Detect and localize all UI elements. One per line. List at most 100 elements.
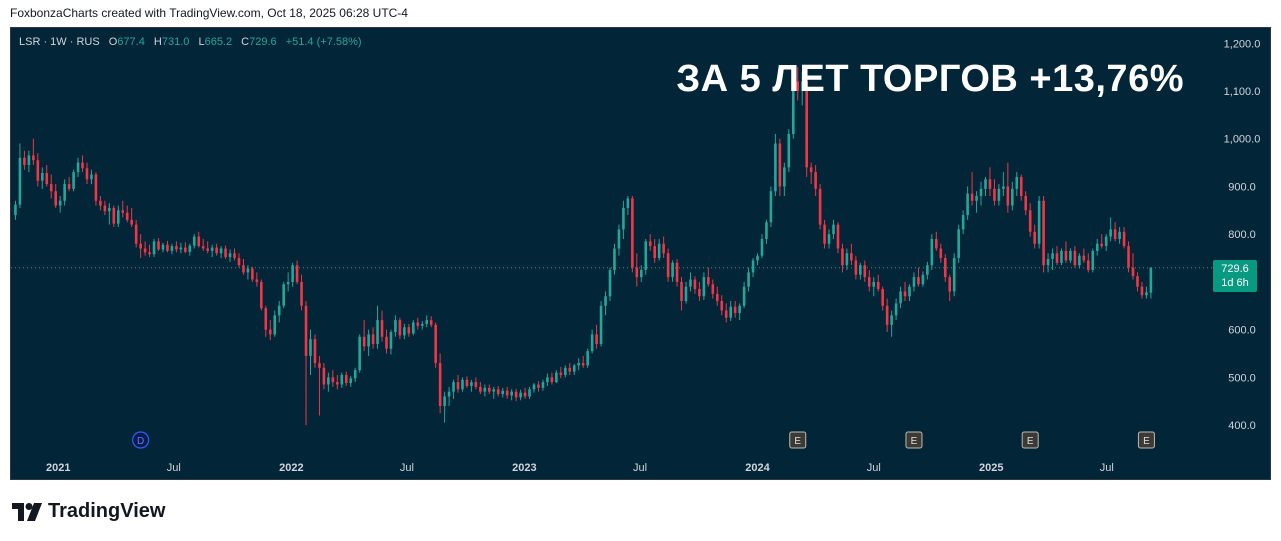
candle <box>81 155 84 173</box>
price-axis[interactable]: 1,200.01,100.01,000.0900.0800.0700.0600.… <box>1224 38 1261 432</box>
candle <box>783 162 786 196</box>
candle-body <box>917 277 920 285</box>
candle-body <box>1015 176 1019 189</box>
candle <box>675 259 679 287</box>
candlestick-chart[interactable]: 1,200.01,100.01,000.0900.0800.0700.0600.… <box>11 28 1270 479</box>
candle-body <box>206 248 209 251</box>
candle-body <box>899 291 902 304</box>
open-label: O <box>108 36 118 48</box>
candle <box>1095 238 1099 256</box>
candle <box>836 222 840 254</box>
candle-body <box>528 389 531 397</box>
candle-body <box>546 377 549 383</box>
candle <box>1131 253 1135 280</box>
candle-body <box>376 320 379 344</box>
candle-body <box>49 184 53 192</box>
candle-body <box>403 327 406 336</box>
candle-body <box>993 188 996 201</box>
candle-body <box>1046 259 1050 266</box>
candle <box>313 334 317 368</box>
candles-layer <box>14 67 1153 426</box>
candle-body <box>563 367 567 375</box>
candle <box>854 255 858 280</box>
candle <box>769 186 773 228</box>
candle-body <box>988 179 992 189</box>
candle <box>380 310 384 342</box>
candle-body <box>961 215 965 230</box>
dividend-marker-circle <box>132 431 150 449</box>
candle <box>1118 227 1121 244</box>
candle <box>885 298 889 333</box>
price-tick-label: 900.0 <box>1228 181 1256 193</box>
candle-body <box>121 210 125 213</box>
candle <box>58 196 62 213</box>
candle <box>318 355 321 416</box>
candle-body <box>237 258 241 266</box>
candle-body <box>836 224 840 249</box>
candle-body <box>724 310 728 318</box>
candle <box>394 315 397 337</box>
candle <box>1033 224 1036 249</box>
time-tick-label: Jul <box>867 462 881 474</box>
candle-body <box>192 236 196 246</box>
symbol-label: LSR · 1W · RUS <box>19 36 100 48</box>
candle <box>666 248 670 282</box>
candle-body <box>1033 231 1036 244</box>
candle <box>1037 196 1041 249</box>
candle <box>291 262 294 287</box>
candle <box>1122 227 1126 249</box>
time-axis[interactable]: 2021 Jul 2022 Jul 2023 Jul 2024 Jul 2025 Jul <box>46 462 1114 474</box>
candle-body <box>1055 253 1059 263</box>
candle <box>599 301 603 347</box>
candle-body <box>930 238 934 266</box>
candle <box>957 224 960 263</box>
candle-body <box>58 200 62 206</box>
candle <box>304 301 308 426</box>
candle <box>997 184 1001 206</box>
candle-body <box>903 291 907 297</box>
candle <box>416 317 420 330</box>
candle-body <box>201 246 205 249</box>
candle-body <box>496 389 500 395</box>
candle-body <box>872 281 876 287</box>
candle <box>425 315 429 328</box>
candle-body <box>492 389 496 392</box>
candle <box>935 231 938 251</box>
candle-body <box>1064 250 1068 261</box>
candle-body <box>1109 229 1112 237</box>
candle-body <box>380 320 384 337</box>
earnings-marker-icon: E <box>789 431 807 449</box>
candle <box>778 138 782 196</box>
candle-body <box>215 247 218 254</box>
candle <box>1006 162 1010 213</box>
candle <box>774 133 777 196</box>
earnings-marker-icon: E <box>1137 431 1155 449</box>
chart-panel[interactable]: 1,200.01,100.01,000.0900.0800.0700.0600.… <box>10 27 1271 480</box>
candle-body <box>532 384 536 390</box>
chart-headline-annotation: ЗА 5 ЛЕТ ТОРГОВ +13,76% <box>676 58 1184 100</box>
candle <box>541 379 545 391</box>
candle <box>452 379 455 399</box>
candle-body <box>161 244 165 250</box>
candle-body <box>577 363 581 366</box>
candle <box>371 327 375 349</box>
candle-body <box>210 247 214 251</box>
candle-body <box>501 390 505 395</box>
candle <box>966 186 969 220</box>
price-tick-label: 1,000.0 <box>1224 134 1261 146</box>
candle <box>130 207 133 228</box>
candle <box>1069 248 1072 263</box>
candle-body <box>242 265 245 273</box>
candle-body <box>1011 188 1014 206</box>
candle <box>657 238 661 261</box>
candle <box>635 253 639 287</box>
last-price-value: 729.6 <box>1221 263 1249 275</box>
symbol-legend[interactable]: LSR · 1W · RUS O677.4 H731.0 L665.2 C729… <box>19 36 362 48</box>
candle <box>648 234 652 251</box>
candle <box>890 310 893 337</box>
candle-body <box>371 334 375 344</box>
candle <box>738 303 741 321</box>
candle-body <box>814 172 817 189</box>
candle-body <box>608 269 612 297</box>
candle-body <box>1069 250 1072 261</box>
